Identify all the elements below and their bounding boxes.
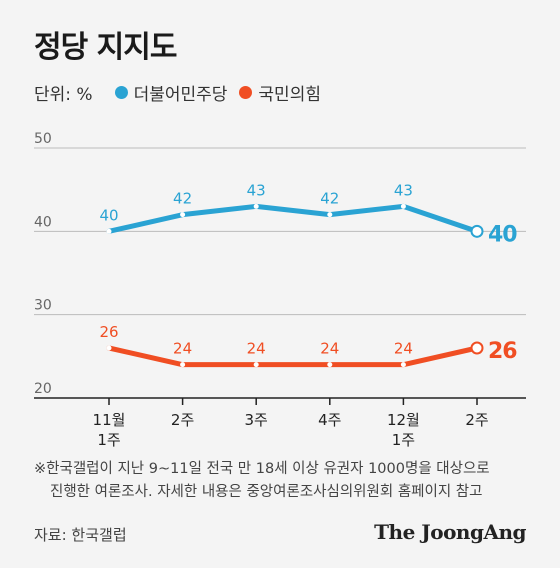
source-label: 자료: 한국갤럽	[34, 526, 127, 544]
legend-label-series-1: 국민의힘	[258, 85, 321, 105]
x-tick-label-4-0: 12월	[387, 411, 420, 429]
series-0-data-label-0: 40	[99, 206, 118, 224]
y-tick-label-30: 30	[34, 298, 52, 314]
series-1-data-label-3: 24	[320, 340, 339, 358]
y-tick-label-40: 40	[34, 214, 52, 230]
legend-dot-icon-series-1	[239, 86, 253, 99]
series-1-point-0	[106, 345, 112, 351]
series-1-data-label-4: 24	[394, 340, 413, 358]
x-tick-label-0-0: 11월	[93, 411, 126, 429]
series-0-data-label-5: 40	[488, 222, 517, 247]
series-0-point-5	[470, 224, 484, 238]
series-1-data-label-1: 24	[173, 340, 192, 358]
x-tick-label-3-0: 4주	[318, 411, 341, 429]
series-0-point-2	[253, 203, 259, 209]
series-0-data-label-4: 43	[394, 181, 413, 199]
series-1-data-label-5: 26	[488, 339, 517, 364]
x-tick-label-5-0: 2주	[465, 411, 488, 429]
series-0-data-label-3: 42	[320, 190, 339, 208]
footnote-line-2: 진행한 여론조사. 자세한 내용은 중앙여론조사심의위원회 홈페이지 참고	[50, 484, 483, 500]
series-1-data-label-2: 24	[247, 340, 266, 358]
y-tick-label-50: 50	[34, 131, 52, 147]
line-chart: 50 40 30 20 11월 1주 2주 3주 4주 12월 1주 2주 40 42 43 42 43 40 26…	[34, 131, 526, 449]
y-tick-label-20: 20	[34, 381, 52, 397]
series-0-point-0	[106, 228, 112, 234]
x-tick-label-4-1: 1주	[392, 431, 415, 449]
series-0-point-3	[327, 212, 333, 218]
x-tick-label-2-0: 3주	[245, 411, 268, 429]
series-1-point-4	[400, 362, 406, 368]
footnote: ※한국갤럽이 지난 9~11일 전국 만 18세 이상 유권자 1000명을 대…	[34, 458, 534, 504]
series-0-point-4	[400, 203, 406, 209]
series-0-data-label-2: 43	[247, 181, 266, 199]
legend-item-series-1: 국민의힘	[239, 80, 321, 105]
series-line-1	[106, 345, 480, 368]
series-1-point-3	[327, 362, 333, 368]
x-tick-label-1-0: 2주	[171, 411, 194, 429]
unit-label: 단위: %	[34, 85, 93, 105]
brand-logo: The JoongAng	[374, 520, 526, 544]
page-title: 정당 지지도	[34, 30, 177, 65]
x-tick-label-0-1: 1주	[97, 431, 120, 449]
series-0-point-1	[180, 212, 186, 218]
legend-item-series-0: 더불어민주당	[114, 80, 228, 105]
legend: 단위: % 더불어민주당 국민의힘	[34, 80, 333, 105]
legend-label-series-0: 더불어민주당	[133, 85, 228, 105]
series-1-point-5	[470, 341, 484, 355]
series-1-data-label-0: 26	[99, 323, 118, 341]
series-1-point-1	[180, 362, 186, 368]
series-0-data-label-1: 42	[173, 190, 192, 208]
series-line-0	[106, 203, 480, 234]
series-1-point-2	[253, 362, 259, 368]
footnote-line-1: ※한국갤럽이 지난 9~11일 전국 만 18세 이상 유권자 1000명을 대…	[34, 461, 490, 477]
legend-dot-icon-series-0	[114, 86, 128, 99]
